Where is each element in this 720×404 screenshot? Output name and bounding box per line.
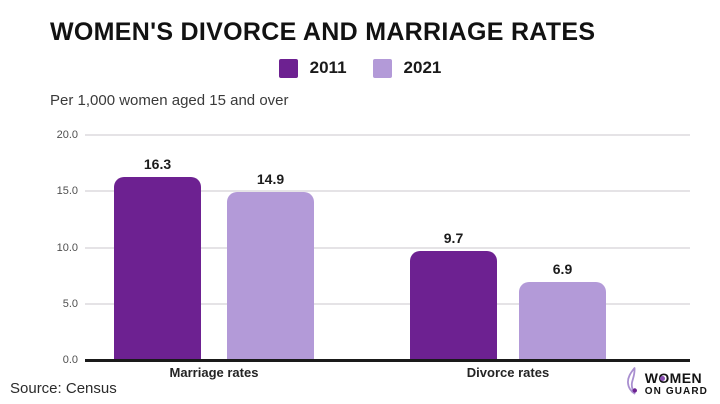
bar-2021-divorce-rates [519, 282, 606, 360]
gridline [85, 190, 690, 193]
legend-item-2021: 2021 [372, 58, 442, 78]
bar-value-label: 16.3 [143, 155, 172, 172]
bar-2011-marriage-rates [114, 176, 201, 360]
chart-title: WOMEN'S DIVORCE AND MARRIAGE RATES [50, 18, 596, 46]
logo-word-on-guard: ON GUARD [644, 385, 708, 397]
legend-swatch-2021 [372, 58, 392, 78]
logo-word-women: WOMEN [644, 369, 702, 386]
chart-subtitle: Per 1,000 women aged 15 and over [50, 92, 289, 109]
logo-o-dot [659, 375, 665, 381]
x-axis-line [85, 358, 690, 362]
gridline [85, 246, 690, 249]
logo-text: WOMEN ON GUARD [645, 371, 708, 397]
legend-item-2011: 2011 [278, 58, 347, 78]
source-caption: Source: Census [10, 380, 117, 397]
bar-2021-marriage-rates [227, 192, 314, 360]
x-category-label: Marriage rates [169, 365, 259, 380]
bar-value-label: 6.9 [552, 261, 573, 278]
legend-label-2011: 2011 [309, 58, 347, 77]
bar-value-label: 14.9 [256, 171, 285, 188]
logo-flame-icon [625, 366, 642, 401]
legend-label-2021: 2021 [403, 58, 442, 77]
bar-value-label: 9.7 [443, 229, 464, 246]
y-tick-label: 20.0 [56, 129, 78, 141]
gridline [85, 302, 690, 305]
legend-swatch-2011 [278, 58, 298, 78]
x-category-label: Divorce rates [466, 365, 550, 380]
y-tick-label: 10.0 [56, 241, 78, 254]
bar-2011-divorce-rates [410, 250, 497, 360]
y-tick-label: 0.0 [62, 354, 78, 366]
women-on-guard-logo: WOMEN ON GUARD [625, 366, 708, 401]
y-tick-label: 15.0 [56, 185, 78, 198]
gridline [85, 134, 690, 136]
y-tick-label: 5.0 [62, 297, 78, 310]
chart-legend: 2011 2021 [0, 58, 720, 78]
